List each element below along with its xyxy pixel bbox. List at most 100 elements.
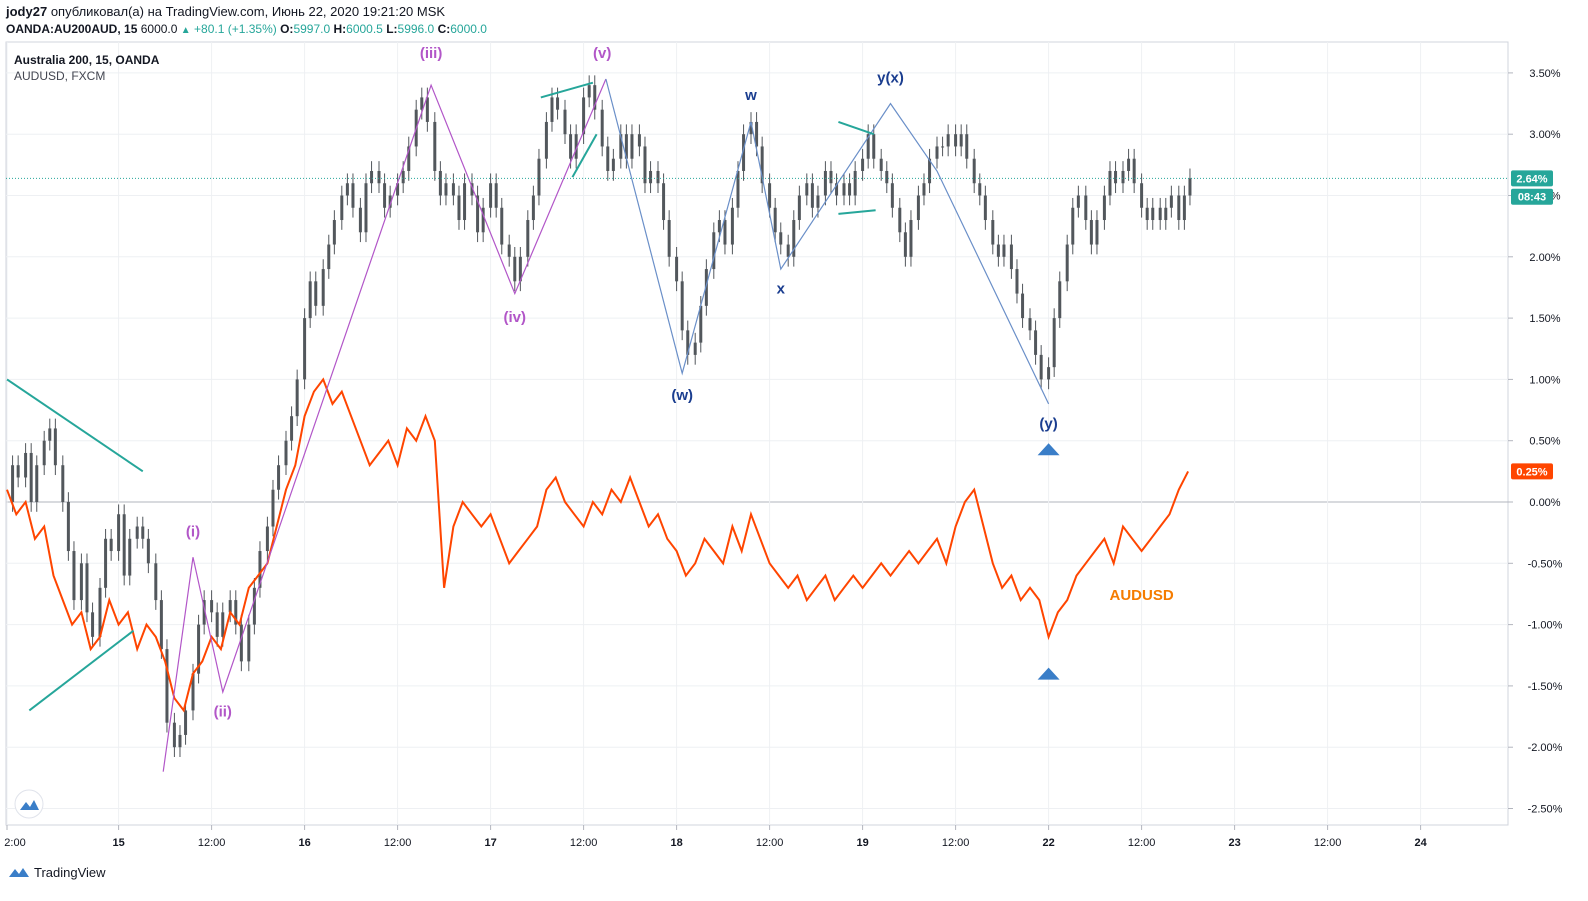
x-tick-label: 17 [484, 837, 496, 849]
candle-body [420, 97, 424, 110]
wave-label: (iii) [420, 45, 443, 62]
x-tick-label: 2:00 [4, 837, 25, 849]
candle-body [72, 551, 76, 601]
candle-body [197, 624, 201, 674]
candle-body [98, 587, 102, 637]
candle-body [693, 342, 697, 355]
candle-body [425, 97, 429, 122]
up-triangle-icon: ▲ [180, 25, 191, 36]
candle-body [805, 183, 809, 196]
candle-body [202, 600, 206, 625]
candle-body [611, 158, 615, 171]
candle-body [303, 318, 307, 380]
candle-body [667, 220, 671, 257]
candle-body [290, 416, 294, 441]
candle-body [991, 220, 995, 245]
compare-series-legend[interactable]: AUDUSD, FXCM [14, 69, 106, 83]
candle-body [563, 109, 567, 135]
price-badge-label: 2.64% [1516, 173, 1547, 185]
candle-body [507, 244, 511, 257]
candle-body [42, 440, 46, 466]
candle-body [494, 183, 498, 208]
y-tick-label: 0.00% [1529, 497, 1560, 509]
candle-body [872, 134, 876, 159]
symbol-name[interactable]: OANDA:AU200AUD, 15 [6, 22, 138, 36]
candle-body [537, 158, 541, 196]
candle-body [996, 244, 1000, 257]
x-tick-label: 16 [298, 837, 310, 849]
candle-body [853, 170, 857, 196]
candle-body [983, 195, 987, 221]
price-badge-label: 08:43 [1518, 192, 1546, 204]
candle-body [569, 134, 573, 159]
wave-label: (iv) [504, 309, 527, 326]
y-tick-label: -1.00% [1528, 620, 1563, 632]
candle-body [779, 232, 783, 245]
candle-body [85, 563, 89, 613]
candle-body [1065, 244, 1069, 282]
wave-label: (v) [593, 45, 611, 62]
y-tick-label: 0.50% [1529, 436, 1560, 448]
candle-body [903, 232, 907, 257]
candle-body [277, 465, 281, 490]
candle-body [835, 183, 839, 196]
candle-body [500, 207, 504, 245]
candle-body [184, 710, 188, 735]
candle-body [345, 183, 349, 196]
low-label: L: [386, 22, 398, 36]
candle-body [582, 97, 586, 135]
candle-body [526, 220, 530, 257]
candle-body [1151, 207, 1155, 221]
candle-body [879, 158, 883, 171]
x-tick-label: 19 [856, 837, 868, 849]
candle-body [656, 170, 660, 184]
trend-line [838, 120, 875, 136]
candle-body [122, 514, 126, 576]
x-tick-label: 12:00 [756, 837, 784, 849]
y-tick-label: 1.50% [1529, 313, 1560, 325]
candle-body [314, 281, 318, 306]
candle-body [308, 281, 312, 319]
candle-body [1021, 293, 1025, 319]
candle-body [340, 195, 344, 221]
main-series-legend[interactable]: Australia 200, 15, OANDA [14, 53, 160, 67]
candle-body [109, 538, 113, 552]
chart-header: jody27 опубликовал(а) на TradingView.com… [6, 3, 1206, 38]
candle-body [1127, 158, 1131, 171]
candle-body [1089, 220, 1093, 245]
candle-body [1034, 330, 1038, 355]
candle-body [104, 538, 108, 588]
candle-body [823, 170, 827, 196]
x-tick-label: 23 [1228, 837, 1240, 849]
author-name[interactable]: jody27 [6, 4, 48, 19]
open-label: O: [280, 22, 294, 36]
candle-body [351, 183, 355, 208]
candle-body [61, 465, 65, 502]
candle-body [935, 146, 939, 159]
candle-body [396, 183, 400, 196]
y-tick-label: -2.50% [1528, 804, 1563, 816]
candle-body [1039, 354, 1043, 380]
tradingview-brand[interactable]: TradingView [34, 864, 106, 880]
candle-body [1164, 207, 1168, 221]
candle-body [1084, 195, 1088, 221]
high-label: H: [333, 22, 347, 36]
trend-line [6, 378, 144, 473]
candle-body [898, 207, 902, 233]
up-arrow-icon [1037, 667, 1060, 680]
wave-label: (i) [186, 523, 200, 540]
candle-body [433, 121, 437, 171]
candle-body [401, 170, 405, 184]
candle-body [978, 183, 982, 196]
candle-body [544, 121, 548, 159]
candle-body [842, 183, 846, 196]
candle-body [928, 158, 932, 184]
y-tick-label: -1.50% [1528, 681, 1563, 693]
x-tick-label: 12:00 [942, 837, 970, 849]
candle-body [239, 624, 243, 662]
candle-body [210, 600, 214, 613]
candle-body [909, 220, 913, 257]
x-tick-label: 12:00 [198, 837, 226, 849]
candle-body [606, 146, 610, 171]
